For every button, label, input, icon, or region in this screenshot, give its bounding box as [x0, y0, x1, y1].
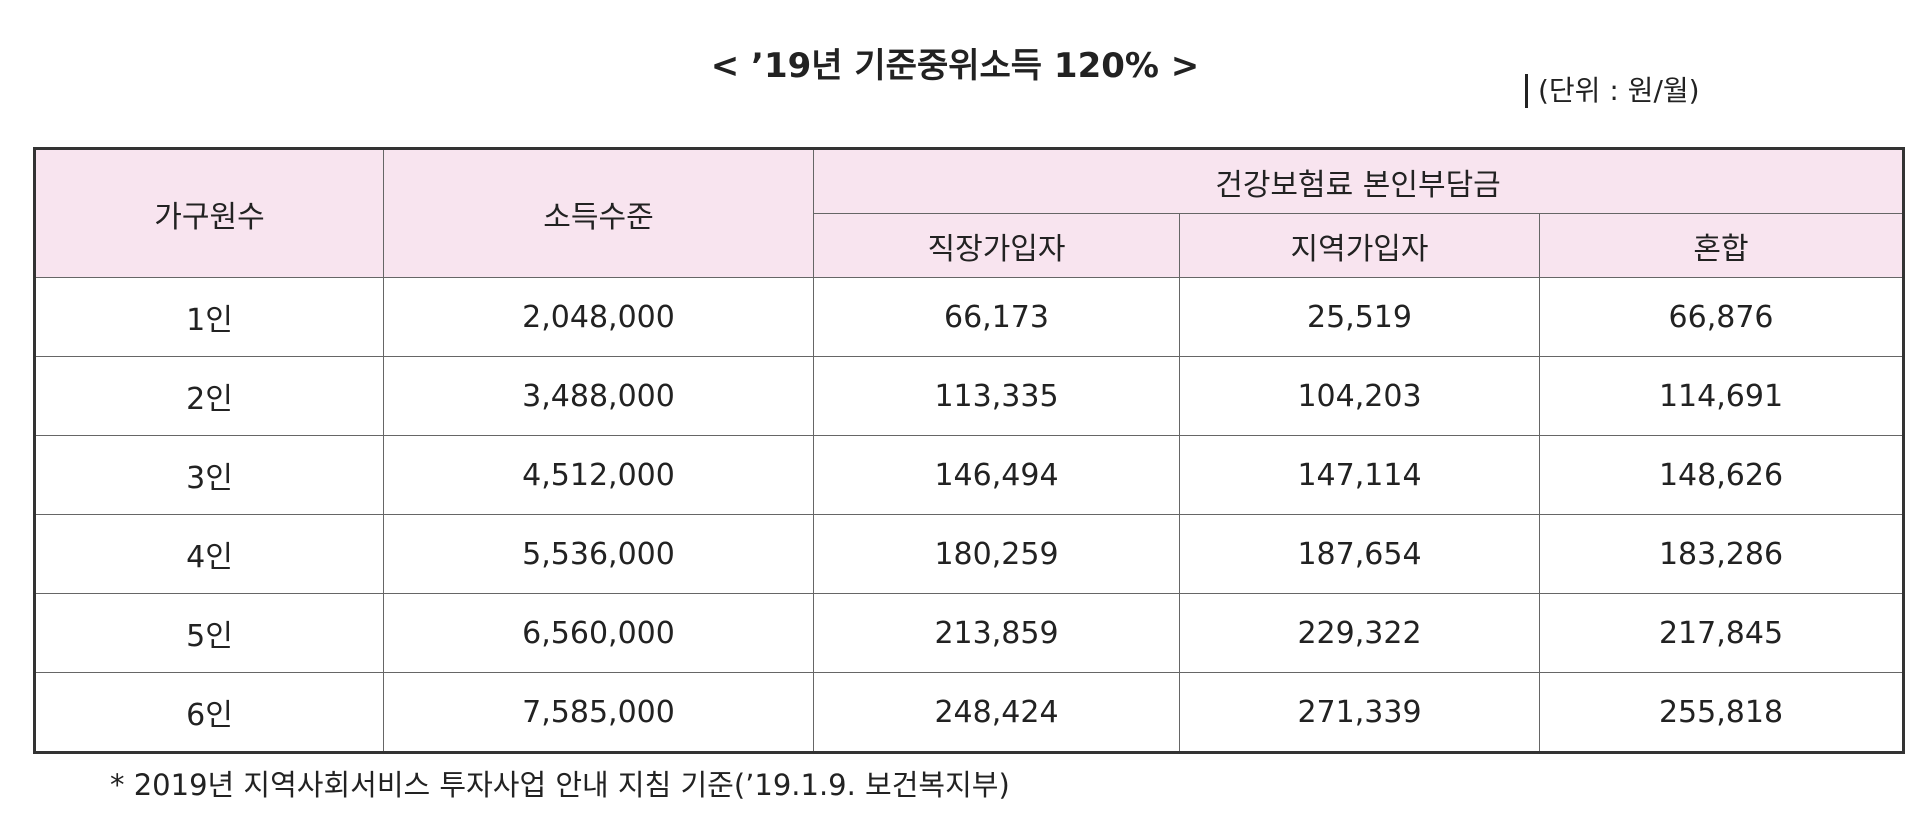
header-cell: 건강보험료 본인부담금 [812, 148, 1905, 214]
table-cell: 217,845 [1538, 593, 1905, 673]
table-cell: 4인 [34, 514, 384, 594]
header-cell: 소득수준 [383, 148, 814, 278]
table-cell: 248,424 [813, 672, 1180, 753]
title: < ’19년 기준중위소득 120% > [710, 46, 1200, 86]
income-table: 가구원수 소득수준 건강보험료 본인부담금 직장가입자 지역가입자 혼합 1인 2… [33, 147, 1906, 754]
table-cell: 229,322 [1179, 593, 1540, 673]
table-cell: 147,114 [1179, 435, 1540, 515]
table-cell: 7,585,000 [383, 672, 814, 753]
table-cell: 5인 [34, 593, 384, 673]
table-cell: 271,339 [1179, 672, 1540, 753]
table-cell: 2인 [34, 356, 384, 436]
table-cell: 25,519 [1179, 277, 1540, 357]
unit-note: (단위 : 원/월) [1525, 74, 1700, 108]
table-cell: 2,048,000 [383, 277, 814, 357]
table-cell: 183,286 [1538, 514, 1905, 594]
header-cell: 가구원수 [34, 148, 384, 278]
table-row: 3인 4,512,000 146,494 147,114 148,626 [34, 435, 1905, 515]
table-cell: 3,488,000 [383, 356, 814, 436]
table-cell: 148,626 [1538, 435, 1905, 515]
table-cell: 1인 [34, 277, 384, 357]
table-cell: 180,259 [813, 514, 1180, 594]
table-cell: 6인 [34, 672, 384, 753]
table-row: 6인 7,585,000 248,424 271,339 255,818 [34, 672, 1905, 753]
table-body: 1인 2,048,000 66,173 25,519 66,876 2인 3,488,000… [34, 277, 1905, 753]
table-cell: 66,173 [813, 277, 1180, 357]
table-row: 2인 3,488,000 113,335 104,203 114,691 [34, 356, 1905, 436]
table-cell: 187,654 [1179, 514, 1540, 594]
footnote: * 2019년 지역사회서비스 투자사업 안내 지침 기준(’19.1.9. 보… [110, 768, 1010, 802]
table-cell: 113,335 [813, 356, 1180, 436]
table-cell: 114,691 [1538, 356, 1905, 436]
table-cell: 104,203 [1179, 356, 1540, 436]
subheader-cell: 지역가입자 [1179, 213, 1540, 278]
table-cell: 4,512,000 [383, 435, 814, 515]
subheader-cell: 혼합 [1538, 213, 1905, 278]
table-cell: 6,560,000 [383, 593, 814, 673]
table-cell: 5,536,000 [383, 514, 814, 594]
table-row: 5인 6,560,000 213,859 229,322 217,845 [34, 593, 1905, 673]
table-cell: 66,876 [1538, 277, 1905, 357]
table-row: 1인 2,048,000 66,173 25,519 66,876 [34, 277, 1905, 357]
table-row: 4인 5,536,000 180,259 187,654 183,286 [34, 514, 1905, 594]
table-cell: 255,818 [1538, 672, 1905, 753]
table-cell: 213,859 [813, 593, 1180, 673]
table-cell: 146,494 [813, 435, 1180, 515]
subheader-cell: 직장가입자 [813, 213, 1180, 278]
table-cell: 3인 [34, 435, 384, 515]
